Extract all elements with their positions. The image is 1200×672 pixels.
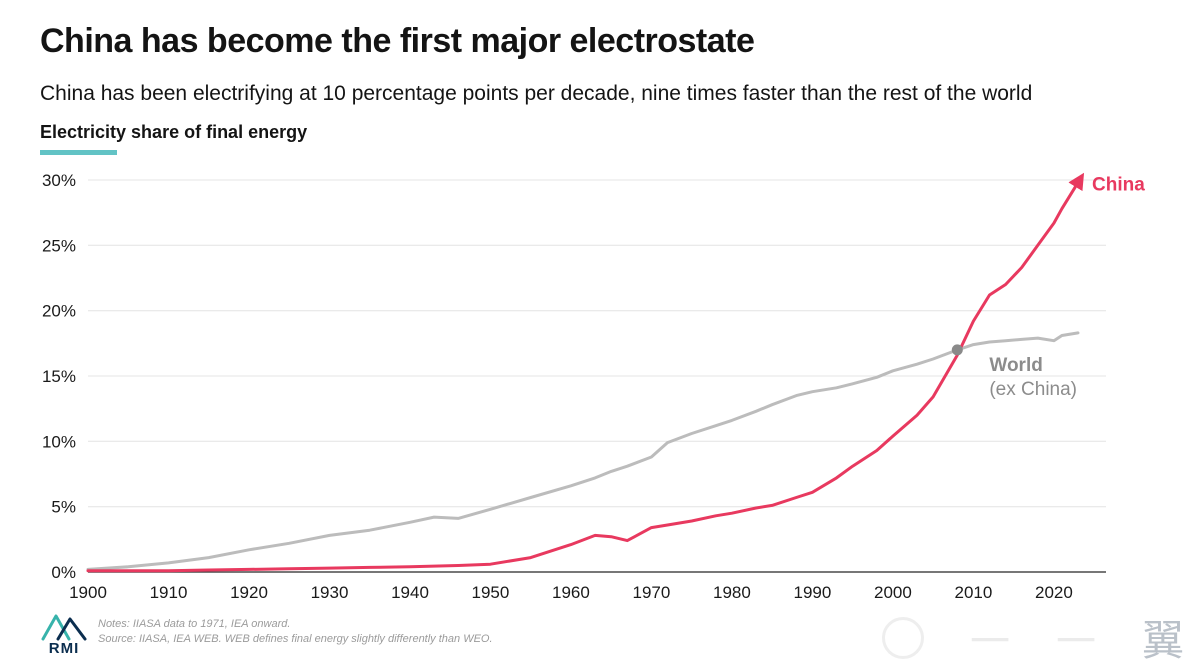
x-tick-label: 1910 [150,583,188,602]
y-tick-label: 25% [42,236,76,255]
teal-accent-bar [40,150,117,155]
china-series-label: China [1092,175,1145,196]
world-marker-dot [951,344,963,356]
x-tick-label: 1980 [713,583,751,602]
china-line [86,172,1085,573]
y-tick-label: 20% [42,302,76,321]
page-title: China has become the first major electro… [40,22,755,60]
line-chart: 0% 5% 10% 15% 20% 25% 30% 1900 1910 1920 1930 1940 1… [28,168,1178,618]
world-line [86,331,1080,571]
x-tick-label: 2020 [1035,583,1073,602]
y-tick-label: 10% [42,432,76,451]
page-subtitle: China has been electrifying at 10 percen… [40,82,1033,105]
chart-notes: Notes: IIASA data to 1971, IEA onward. S… [98,612,493,645]
x-tick-label: 1900 [69,583,107,602]
chart-title: Electricity share of final energy [40,122,308,142]
world-series-label-paren: (ex China) [989,379,1077,400]
x-tick-label: 1940 [391,583,429,602]
mountains-icon [41,614,87,641]
y-tick-label: 5% [51,498,76,517]
x-tick-label: 1990 [793,583,831,602]
y-tick-label: 15% [42,367,76,386]
watermark-emblem-icon [881,616,924,659]
source-line: Source: IIASA, IEA WEB. WEB defines fina… [98,633,493,645]
y-tick-label: 30% [42,171,76,190]
notes-line: Notes: IIASA data to 1971, IEA onward. [98,618,291,630]
x-tick-label: 1930 [311,583,349,602]
x-tick-label: 1920 [230,583,268,602]
x-tick-label: 1960 [552,583,590,602]
footer: RMI Notes: IIASA data to 1971, IEA onwar… [40,612,493,657]
x-tick-label: 2000 [874,583,912,602]
world-series-label: World [989,355,1042,376]
x-tick-label: 1950 [471,583,509,602]
rmi-logo: RMI [40,612,88,657]
x-tick-label: 2010 [954,583,992,602]
y-tick-label: 0% [51,563,76,582]
chart-canvas: 0% 5% 10% 15% 20% 25% 30% 1900 1910 1920 1930 1940 1… [42,171,1145,602]
x-tick-label: 1970 [632,583,670,602]
rmi-logo-text: RMI [48,640,80,657]
